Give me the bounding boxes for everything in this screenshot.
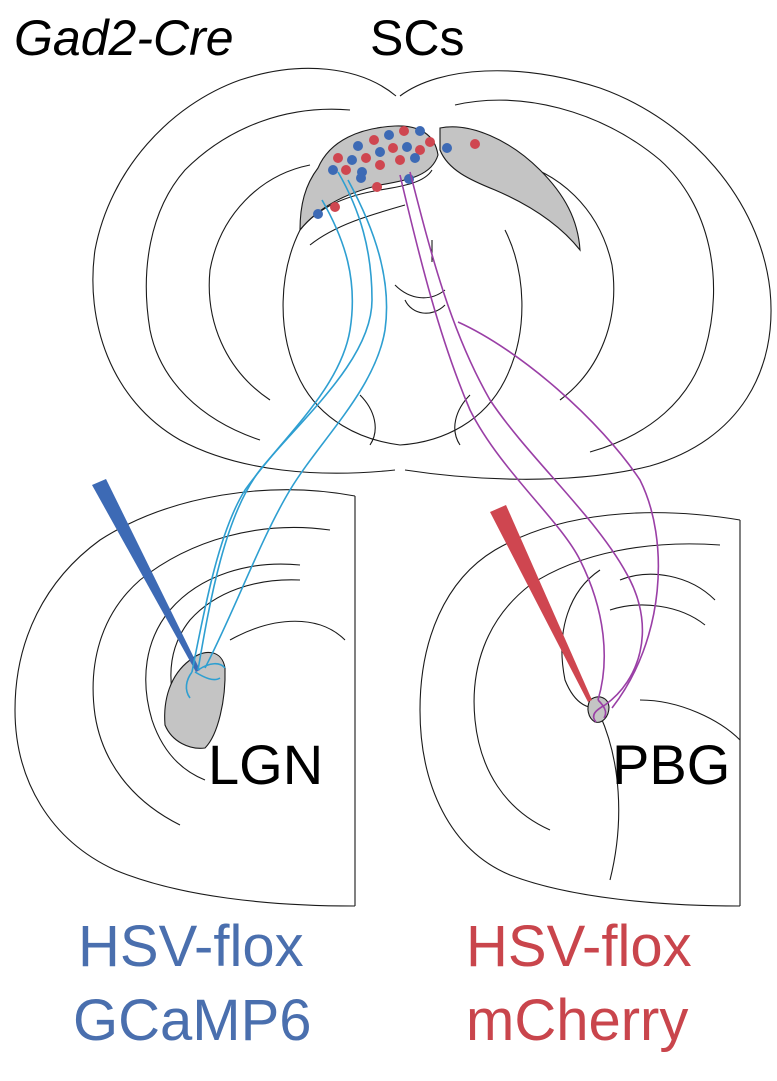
neuron-blue-dot bbox=[353, 141, 363, 151]
pbg-section-cortex-inner bbox=[473, 543, 721, 831]
neuron-blue-dot bbox=[313, 209, 323, 219]
neuron-blue-dot bbox=[356, 173, 366, 183]
neuron-blue-dot bbox=[384, 130, 394, 140]
neuron-blue-dot bbox=[375, 147, 385, 157]
right-bottom-section bbox=[419, 512, 741, 907]
neuron-red-dot bbox=[341, 165, 351, 175]
injection-pipette-left bbox=[92, 479, 200, 672]
left-hemisphere-outline bbox=[92, 67, 397, 474]
neuron-red-dot bbox=[361, 153, 371, 163]
lgn-section-hippocampus-inner bbox=[170, 579, 301, 706]
mouse-line-title: Gad2-Cre bbox=[14, 10, 234, 66]
neuron-red-dot bbox=[425, 137, 435, 147]
pbg-label: PBG bbox=[612, 733, 730, 796]
virus-left-line1: HSV-flox bbox=[78, 914, 304, 979]
neuron-blue-dot bbox=[410, 153, 420, 163]
lgn-terminal-branches bbox=[185, 662, 226, 699]
sc-neurons bbox=[313, 126, 480, 219]
right-cortex-inner bbox=[454, 99, 715, 453]
neuron-red-dot bbox=[470, 139, 480, 149]
neuron-blue-dot bbox=[328, 165, 338, 175]
lgn-nucleus bbox=[164, 651, 226, 749]
top-brain-section bbox=[92, 67, 772, 480]
left-bottom-section bbox=[14, 489, 356, 907]
sc-label: SCs bbox=[370, 10, 464, 66]
neuron-blue-dot bbox=[415, 126, 425, 136]
neuron-red-dot bbox=[375, 160, 385, 170]
lgn-label: LGN bbox=[208, 733, 323, 796]
lgn-section-thalamus bbox=[229, 620, 346, 641]
neuron-red-dot bbox=[330, 202, 340, 212]
axons-to-pbg bbox=[399, 171, 660, 723]
left-hippocampus bbox=[208, 164, 311, 401]
virus-right-line2: mCherry bbox=[466, 988, 688, 1053]
neuron-red-dot bbox=[415, 145, 425, 155]
blue-axon-2 bbox=[191, 199, 354, 673]
pbg-section-outer bbox=[419, 512, 741, 907]
neuron-red-dot bbox=[372, 182, 382, 192]
blue-axon-3 bbox=[204, 179, 388, 669]
superior-colliculus bbox=[299, 125, 581, 252]
right-hemisphere-outline bbox=[399, 70, 772, 480]
virus-right-line1: HSV-flox bbox=[466, 914, 692, 979]
neuron-blue-dot bbox=[442, 143, 452, 153]
left-cortex-inner bbox=[145, 108, 351, 441]
lgn-section-cortex-inner bbox=[92, 526, 331, 826]
purple-axon-3 bbox=[457, 321, 660, 709]
neuron-blue-dot bbox=[402, 142, 412, 152]
ventral-notch bbox=[359, 394, 471, 446]
neuron-red-dot bbox=[333, 153, 343, 163]
virus-left-line2: GCaMP6 bbox=[73, 988, 312, 1053]
pbg-section-hippocampus-inner bbox=[609, 573, 716, 626]
blue-axon-1 bbox=[197, 171, 373, 671]
purple-axon-1 bbox=[399, 174, 605, 701]
axons-to-lgn bbox=[185, 171, 388, 699]
neuron-blue-dot bbox=[347, 155, 357, 165]
aqueduct bbox=[394, 284, 446, 314]
neuron-red-dot bbox=[388, 143, 398, 153]
midbrain-outline bbox=[282, 229, 523, 446]
neuron-red-dot bbox=[399, 126, 409, 136]
right-hippocampus bbox=[504, 159, 615, 401]
neuron-red-dot bbox=[369, 135, 379, 145]
sc-left-shaded bbox=[299, 125, 439, 232]
neuron-red-dot bbox=[395, 155, 405, 165]
purple-axon-2 bbox=[409, 171, 644, 706]
lgn-section-hippocampus bbox=[145, 563, 301, 781]
pbg-terminal-branches bbox=[592, 699, 607, 723]
lgn-section-outer bbox=[14, 489, 356, 907]
sc-right-shaded bbox=[439, 126, 581, 252]
pbg-section-midbrain bbox=[599, 699, 741, 881]
injection-pipette-right bbox=[490, 505, 592, 702]
